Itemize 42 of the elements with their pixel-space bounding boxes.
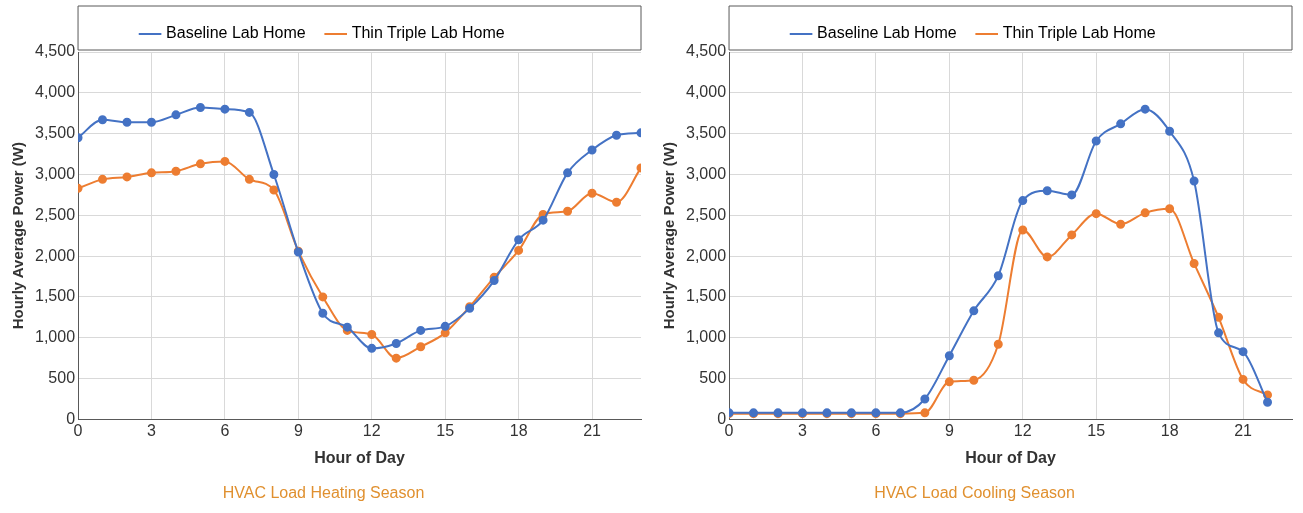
x-tick-label: 3 [798, 422, 808, 440]
x-tick-label: 18 [509, 422, 528, 440]
y-tick-label: 4,500 [685, 42, 727, 60]
x-tick-label: 21 [583, 422, 602, 440]
y-tick-label: 3,500 [685, 124, 727, 142]
x-axis-title: Hour of Day [314, 448, 405, 466]
x-tick-label: 9 [944, 422, 954, 440]
x-tick-label: 21 [1234, 422, 1253, 440]
x-tick-label: 15 [436, 422, 455, 440]
y-tick-label: 500 [699, 368, 727, 386]
y-tick-label: 1,000 [34, 328, 76, 346]
y-tick-label: 2,500 [685, 205, 727, 223]
x-tick-label: 9 [293, 422, 303, 440]
x-tick-label: 12 [1013, 422, 1032, 440]
y-tick-label: 3,000 [685, 164, 727, 182]
x-tick-label: 12 [362, 422, 381, 440]
y-tick-label: 500 [48, 368, 76, 386]
y-tick-label: 1,500 [34, 287, 76, 305]
y-tick-label: 3,000 [34, 164, 76, 182]
text: HVAC Load Cooling Season [874, 483, 1075, 501]
legend-label: Baseline Lab Home [166, 24, 306, 42]
y-tick-label: 2,000 [685, 246, 727, 264]
y-tick-label: 4,000 [685, 83, 727, 101]
x-tick-label: 15 [1087, 422, 1106, 440]
x-tick-label: 6 [220, 422, 230, 440]
legend-label: Baseline Lab Home [817, 24, 957, 42]
y-tick-label: 1,000 [685, 328, 727, 346]
legend-label: Thin Triple Lab Home [351, 24, 505, 42]
legend-label: Thin Triple Lab Home [1002, 24, 1156, 42]
y-tick-label: 2,500 [34, 205, 76, 223]
y-axis-title: Hourly Average Power (W) [9, 142, 27, 330]
y-tick-label: 4,000 [34, 83, 76, 101]
y-axis-title: Hourly Average Power (W) [660, 142, 678, 330]
x-tick-label: 3 [147, 422, 157, 440]
x-tick-label: 6 [871, 422, 881, 440]
y-tick-label: 4,500 [34, 42, 76, 60]
text: HVAC Load Heating Season [222, 483, 425, 501]
y-tick-label: 1,500 [685, 287, 727, 305]
x-tick-label: 18 [1160, 422, 1179, 440]
x-axis-title: Hour of Day [965, 448, 1056, 466]
y-tick-label: 2,000 [34, 246, 76, 264]
y-tick-label: 3,500 [34, 124, 76, 142]
